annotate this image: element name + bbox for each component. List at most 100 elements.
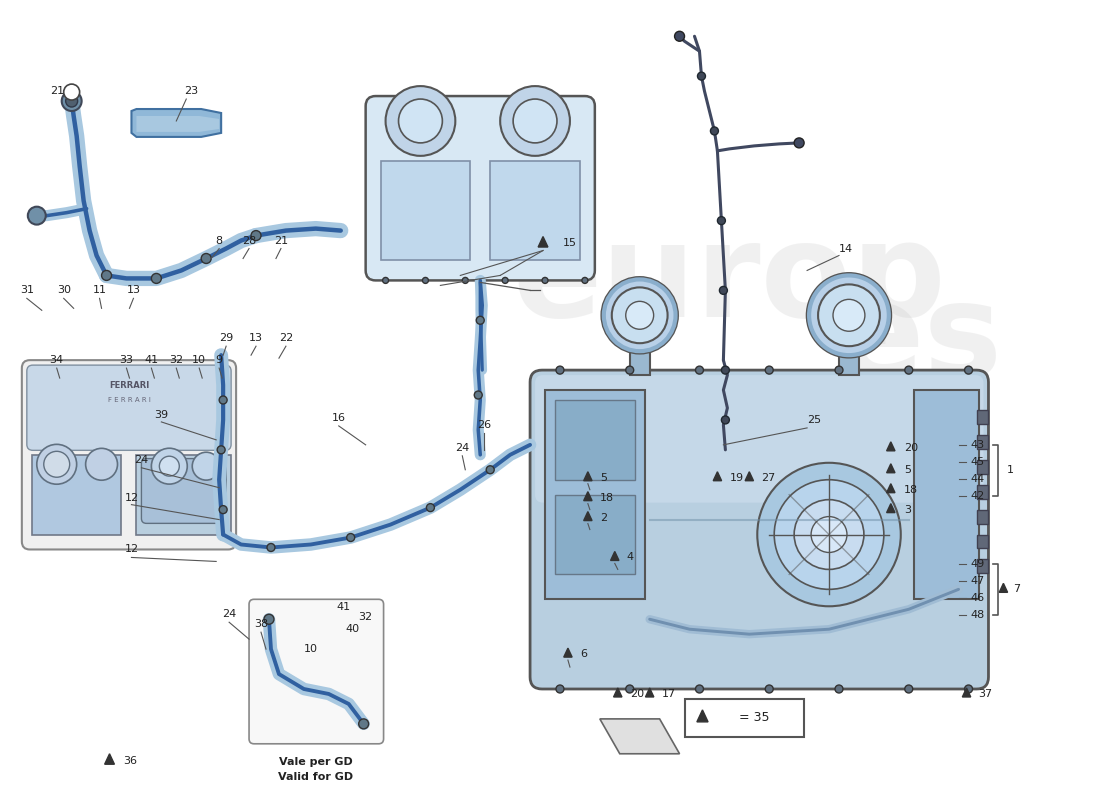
Text: 36: 36: [123, 756, 138, 766]
Circle shape: [626, 302, 653, 330]
Circle shape: [711, 127, 718, 135]
Text: Vale per GD: Vale per GD: [279, 757, 353, 766]
Polygon shape: [584, 512, 592, 521]
Bar: [839, 315, 859, 375]
Text: 5: 5: [600, 473, 607, 482]
Circle shape: [476, 316, 484, 324]
Polygon shape: [564, 648, 572, 657]
Text: 5: 5: [904, 465, 911, 474]
Polygon shape: [646, 688, 653, 697]
Polygon shape: [610, 551, 619, 561]
Bar: [977, 435, 989, 449]
Circle shape: [264, 614, 274, 624]
Bar: [914, 390, 979, 599]
Text: 30: 30: [57, 286, 70, 295]
Bar: [491, 161, 580, 261]
Circle shape: [503, 278, 508, 283]
Text: 32: 32: [169, 355, 184, 365]
Polygon shape: [104, 754, 114, 764]
Circle shape: [44, 451, 69, 478]
Text: 3: 3: [904, 505, 911, 514]
Circle shape: [219, 396, 227, 404]
Text: 25: 25: [807, 415, 822, 425]
Circle shape: [251, 230, 261, 241]
Text: 29: 29: [219, 334, 233, 343]
Polygon shape: [132, 109, 221, 137]
FancyBboxPatch shape: [249, 599, 384, 744]
Circle shape: [766, 366, 773, 374]
Text: 8: 8: [216, 235, 222, 246]
Text: 10: 10: [192, 355, 206, 365]
Text: 9: 9: [216, 355, 222, 365]
Text: 46: 46: [970, 594, 985, 603]
Text: 14: 14: [839, 243, 854, 254]
Circle shape: [427, 504, 434, 512]
Circle shape: [160, 456, 179, 476]
Circle shape: [101, 270, 111, 281]
Circle shape: [86, 448, 118, 480]
Circle shape: [217, 446, 226, 454]
FancyBboxPatch shape: [530, 370, 989, 689]
Circle shape: [152, 274, 162, 283]
Text: 43: 43: [970, 440, 985, 450]
Text: 24: 24: [134, 454, 148, 465]
Circle shape: [905, 685, 913, 693]
Text: 13: 13: [249, 334, 263, 343]
Bar: [136, 455, 231, 534]
Bar: [381, 161, 471, 261]
Circle shape: [695, 685, 704, 693]
Bar: [977, 460, 989, 474]
Polygon shape: [697, 710, 708, 722]
Bar: [544, 390, 645, 599]
Text: 40: 40: [345, 624, 360, 634]
Text: 11: 11: [92, 286, 107, 295]
Circle shape: [486, 466, 494, 474]
Text: 18: 18: [904, 485, 917, 494]
Text: 2: 2: [600, 513, 607, 522]
Circle shape: [766, 685, 773, 693]
Text: 1: 1: [1006, 465, 1013, 474]
Text: = 35: = 35: [739, 711, 770, 724]
Polygon shape: [136, 116, 219, 132]
Polygon shape: [600, 719, 680, 754]
FancyBboxPatch shape: [535, 375, 983, 502]
Circle shape: [359, 719, 369, 729]
Circle shape: [513, 99, 557, 143]
Text: 10: 10: [304, 644, 318, 654]
Circle shape: [64, 84, 79, 100]
Polygon shape: [745, 472, 754, 481]
Polygon shape: [584, 472, 592, 481]
Text: 38: 38: [254, 619, 268, 630]
Polygon shape: [887, 442, 895, 451]
Text: 7: 7: [1013, 584, 1021, 594]
Circle shape: [626, 366, 634, 374]
Text: 21: 21: [274, 235, 288, 246]
Bar: [977, 559, 989, 574]
Text: 6: 6: [580, 649, 587, 659]
Text: 32: 32: [359, 612, 373, 622]
Text: 27: 27: [761, 473, 776, 482]
FancyBboxPatch shape: [22, 360, 236, 550]
Polygon shape: [887, 464, 895, 473]
Text: 28: 28: [242, 235, 256, 246]
Text: 12: 12: [124, 493, 139, 502]
Circle shape: [462, 278, 469, 283]
Text: 17: 17: [661, 689, 675, 699]
Circle shape: [542, 278, 548, 283]
Circle shape: [346, 534, 354, 542]
Bar: [977, 534, 989, 549]
Bar: [977, 510, 989, 523]
Bar: [684, 699, 804, 737]
Text: 24: 24: [222, 610, 236, 619]
Polygon shape: [713, 472, 722, 481]
Text: 12: 12: [124, 545, 139, 554]
Circle shape: [905, 366, 913, 374]
Polygon shape: [999, 583, 1008, 592]
Polygon shape: [538, 237, 548, 247]
Circle shape: [500, 86, 570, 156]
Circle shape: [674, 31, 684, 42]
Text: Valid for GD: Valid for GD: [278, 772, 353, 782]
Text: 34: 34: [50, 355, 64, 365]
Text: 23: 23: [184, 86, 198, 96]
Text: 37: 37: [979, 689, 992, 699]
